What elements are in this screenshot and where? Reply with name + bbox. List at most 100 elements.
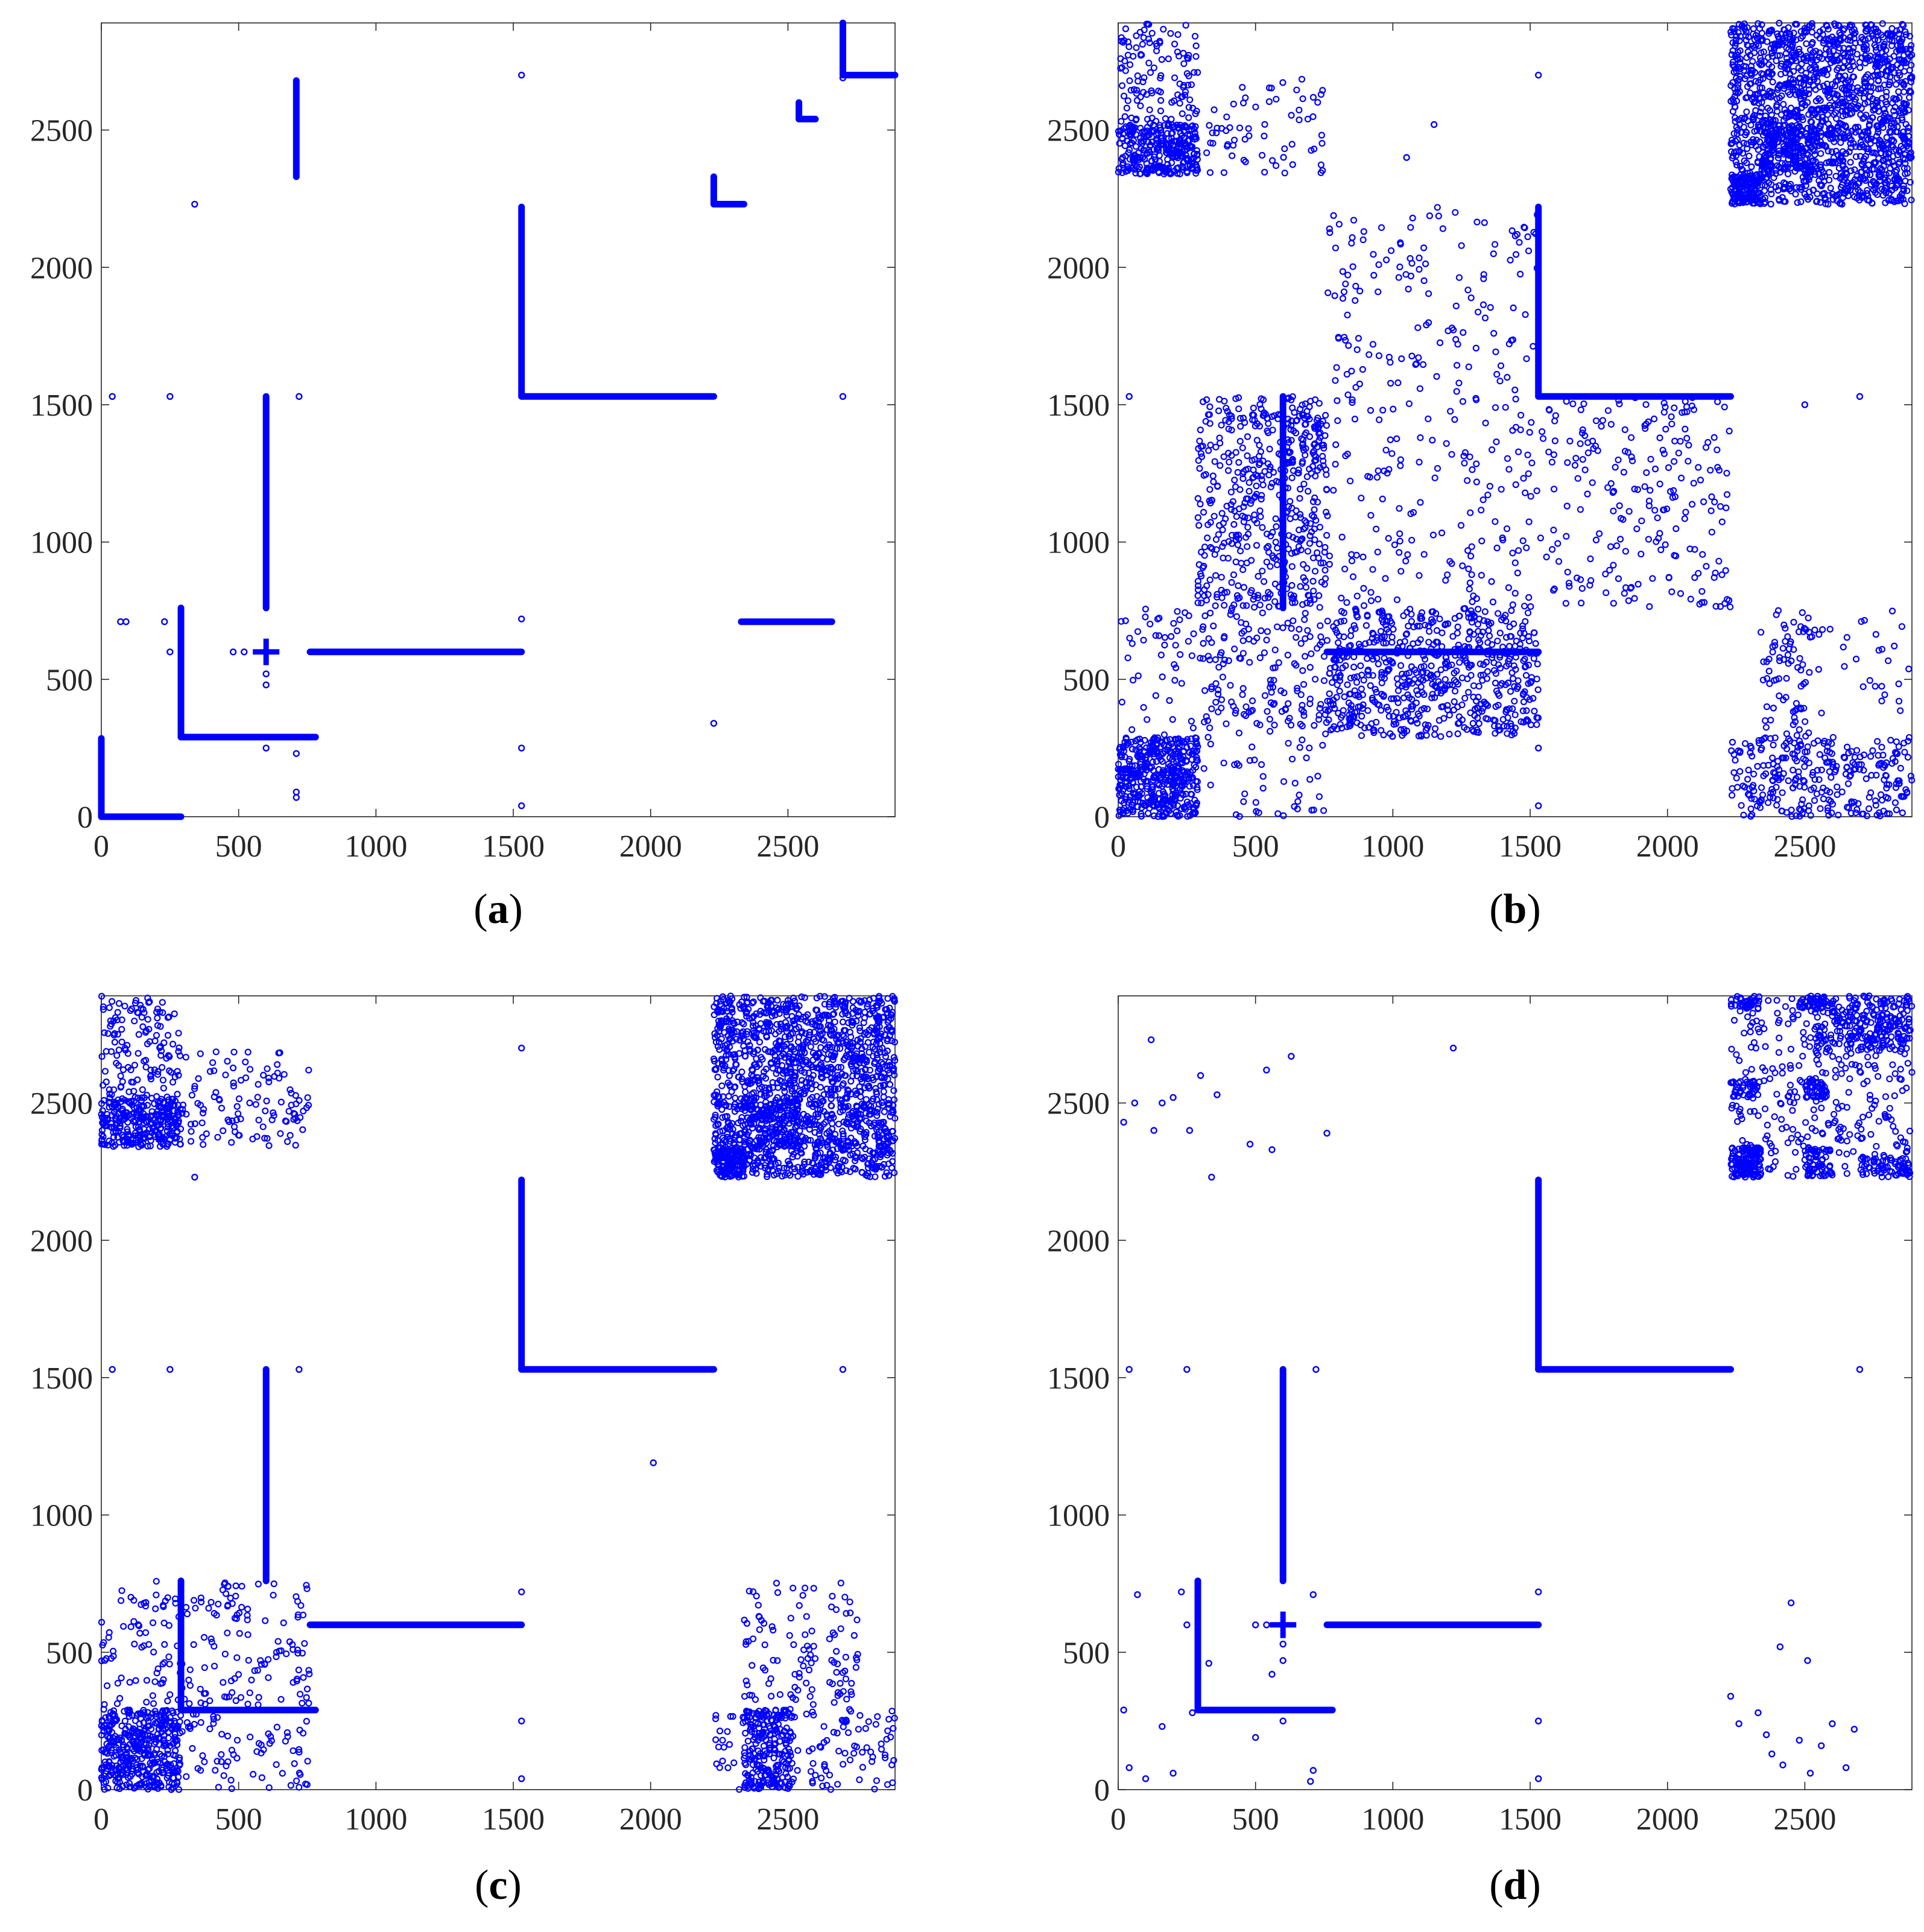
- scatter-point: [1801, 625, 1808, 632]
- scatter-point: [1513, 685, 1521, 692]
- x-tick-label: 0: [93, 829, 109, 864]
- scatter-point: [1208, 639, 1215, 646]
- scatter-point: [1389, 733, 1396, 740]
- scatter-point: [1537, 534, 1544, 542]
- scatter-point: [1265, 548, 1273, 556]
- scatter-point: [1525, 594, 1533, 601]
- scatter-point: [1423, 321, 1430, 329]
- scatter-point: [1721, 600, 1729, 607]
- scatter-point: [1194, 514, 1201, 521]
- scatter-point: [1892, 784, 1900, 791]
- scatter-point: [1651, 507, 1659, 514]
- scatter-point: [1127, 86, 1134, 94]
- scatter-point: [1796, 805, 1803, 812]
- scatter-point: [1745, 791, 1753, 799]
- scatter-point: [1511, 589, 1519, 597]
- scatter-point: [1519, 635, 1527, 642]
- scatter-point: [1375, 595, 1382, 603]
- scatter-point: [1239, 84, 1246, 91]
- scatter-point: [1240, 156, 1247, 164]
- scatter-point: [1472, 344, 1479, 352]
- y-tick-label: 500: [1063, 663, 1110, 697]
- scatter-point: [1203, 149, 1210, 156]
- scatter-point: [1835, 811, 1842, 819]
- scatter-point: [1519, 537, 1527, 545]
- scatter-point: [1496, 378, 1504, 385]
- scatter-point: [1186, 96, 1194, 104]
- scatter-point: [1461, 449, 1469, 456]
- scatter-point: [1223, 113, 1230, 121]
- scatter-point: [1762, 717, 1769, 724]
- scatter-point: [1193, 741, 1201, 748]
- scatter-point: [1311, 596, 1318, 603]
- scatter-point: [1461, 724, 1468, 731]
- scatter-point: [1204, 591, 1212, 598]
- scatter-point: [1359, 553, 1367, 560]
- scatter-point: [1905, 733, 1913, 741]
- scatter-point: [1306, 403, 1313, 410]
- scatter-point: [1695, 464, 1702, 471]
- scatter-point: [1311, 494, 1318, 502]
- scatter-point: [1818, 766, 1825, 774]
- scatter-point: [1314, 467, 1321, 474]
- scatter-point: [1385, 534, 1392, 542]
- scatter-point: [1410, 640, 1417, 647]
- scatter-point: [1195, 522, 1203, 529]
- scatter-point: [1299, 702, 1306, 709]
- scatter-point: [1146, 39, 1153, 46]
- scatter-point: [1492, 670, 1499, 677]
- scatter-point: [1729, 738, 1736, 746]
- scatter-point: [1723, 469, 1730, 477]
- scatter-point: [1799, 609, 1806, 616]
- scatter-point: [1847, 771, 1854, 779]
- scatter-point: [1736, 768, 1744, 775]
- scatter-point: [1483, 675, 1490, 682]
- scatter-point: [1212, 680, 1220, 687]
- scatter-point: [1144, 170, 1151, 177]
- scatter-point: [1319, 452, 1326, 460]
- scatter-point: [1288, 474, 1296, 481]
- scatter-point: [1165, 141, 1172, 148]
- scatter-point: [1245, 125, 1252, 132]
- scatter-point: [1241, 513, 1248, 521]
- scatter-point: [1279, 79, 1286, 86]
- scatter-point: [1309, 113, 1317, 121]
- scatter-point: [1297, 511, 1304, 518]
- scatter-point: [1334, 397, 1341, 404]
- scatter-point: [1459, 562, 1466, 569]
- scatter-point: [1185, 81, 1192, 89]
- x-tick-label: 1000: [1361, 829, 1424, 864]
- scatter-point: [1405, 285, 1412, 293]
- y-tick-label: 1000: [1047, 526, 1110, 560]
- scatter-point: [1688, 501, 1696, 508]
- scatter-point: [1324, 289, 1332, 296]
- scatter-point: [1685, 442, 1692, 449]
- scatter-point: [1206, 576, 1214, 583]
- y-tick-label: 0: [1094, 800, 1110, 835]
- scatter-point: [1401, 638, 1408, 645]
- scatter-point: [1762, 724, 1770, 731]
- scatter-point: [1521, 664, 1529, 671]
- scatter-point: [1603, 589, 1610, 597]
- scatter-point: [1714, 446, 1721, 454]
- scatter-point: [1620, 469, 1627, 476]
- scatter-point: [1707, 507, 1715, 515]
- scatter-point: [1534, 686, 1542, 694]
- y-tick-label: 0: [77, 800, 93, 835]
- scatter-point: [1268, 480, 1276, 487]
- scatter-point: [1378, 674, 1385, 681]
- scatter-point: [1364, 668, 1372, 675]
- scatter-point: [1473, 218, 1481, 226]
- scatter-point: [1147, 69, 1154, 76]
- scatter-point: [1355, 703, 1362, 711]
- scatter-point: [1233, 513, 1240, 520]
- scatter-point: [1442, 660, 1449, 668]
- scatter-point: [1545, 448, 1552, 455]
- scatter-point: [1420, 244, 1428, 252]
- scatter-point: [1300, 681, 1308, 688]
- scatter-point: [1736, 749, 1744, 756]
- scatter-point: [1261, 595, 1268, 602]
- scatter-point: [1150, 812, 1157, 820]
- scatter-point: [1408, 718, 1415, 725]
- scatter-point: [1817, 805, 1824, 812]
